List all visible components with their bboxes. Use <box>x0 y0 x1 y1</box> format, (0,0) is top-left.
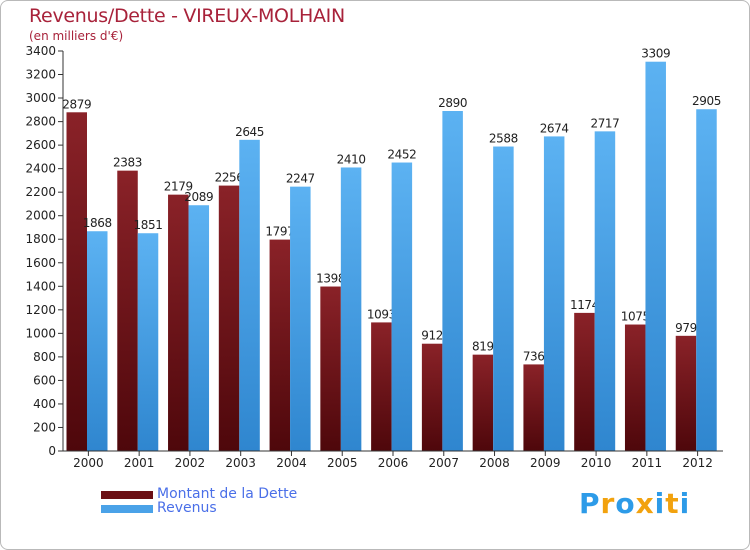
x-tick-label: 2012 <box>682 456 713 470</box>
x-tick-label: 2011 <box>632 456 663 470</box>
x-tick-label: 2001 <box>124 456 155 470</box>
value-label-revenus: 2410 <box>337 152 366 166</box>
bar-dette <box>320 286 341 451</box>
y-tick-label: 2400 <box>25 162 56 176</box>
bar-dette <box>269 239 291 451</box>
logo-letter: P <box>579 487 601 520</box>
x-tick-label: 2006 <box>378 456 409 470</box>
bar-dette <box>624 324 646 451</box>
bar-dette <box>371 322 392 451</box>
value-label-dette: 2383 <box>113 156 142 170</box>
bar-revenus <box>340 167 362 451</box>
proxiti-logo: Proxiti <box>579 487 690 520</box>
logo-letter: x <box>635 487 655 520</box>
y-tick-label: 2200 <box>25 185 56 199</box>
bar-revenus <box>290 186 311 451</box>
bar-dette <box>675 335 697 451</box>
y-tick-label: 3400 <box>25 44 56 58</box>
bar-dette <box>168 194 189 451</box>
value-label-revenus: 2452 <box>387 148 416 162</box>
bar-revenus <box>696 109 717 451</box>
value-label-dette: 819 <box>472 340 494 354</box>
chart-title: Revenus/Dette - VIREUX-MOLHAIN <box>29 5 345 27</box>
x-tick-label: 2002 <box>175 456 206 470</box>
value-label-dette: 2879 <box>62 97 91 111</box>
value-label-dette: 1075 <box>621 310 650 324</box>
logo-letter: i <box>679 487 691 520</box>
value-label-revenus: 2089 <box>184 190 213 204</box>
logo-letter: r <box>600 487 616 520</box>
value-label-dette: 2256 <box>215 171 244 185</box>
y-tick-label: 1000 <box>25 326 56 340</box>
chart-subtitle: (en milliers d'€) <box>29 29 124 43</box>
y-tick-label: 1800 <box>25 232 56 246</box>
bar-revenus <box>87 231 108 451</box>
value-label-dette: 912 <box>421 329 443 343</box>
bar-dette <box>574 312 595 451</box>
y-tick-label: 400 <box>33 397 56 411</box>
bar-revenus <box>493 146 514 451</box>
value-label-revenus: 2717 <box>590 116 619 130</box>
legend-swatch-dette <box>101 491 153 499</box>
value-label-revenus: 3309 <box>641 47 670 61</box>
bar-revenus <box>543 136 565 452</box>
y-tick-label: 3200 <box>25 68 56 82</box>
y-tick-label: 1600 <box>25 256 56 270</box>
y-tick-label: 0 <box>48 444 56 458</box>
y-tick-label: 1200 <box>25 303 56 317</box>
legend-label-revenus: Revenus <box>157 500 217 516</box>
bar-dette <box>421 343 443 451</box>
value-label-revenus: 2247 <box>286 172 315 186</box>
value-label-dette: 736 <box>523 349 545 363</box>
x-tick-label: 2007 <box>428 456 459 470</box>
logo-letter: o <box>615 487 636 520</box>
x-tick-label: 2000 <box>73 456 104 470</box>
bar-dette <box>523 364 544 451</box>
value-label-dette: 1093 <box>367 307 396 321</box>
x-tick-label: 2005 <box>327 456 358 470</box>
value-label-revenus: 2890 <box>438 96 467 110</box>
value-label-dette: 1797 <box>265 225 294 239</box>
value-label-dette: 1398 <box>316 272 345 286</box>
value-label-revenus: 1851 <box>134 218 163 232</box>
value-label-revenus: 2645 <box>235 125 264 139</box>
value-label-dette: 979 <box>675 321 697 335</box>
bar-dette <box>472 354 494 451</box>
y-tick-label: 2600 <box>25 138 56 152</box>
y-tick-label: 200 <box>33 420 56 434</box>
bar-dette <box>66 112 87 451</box>
legend-swatch-revenus <box>101 505 153 513</box>
x-tick-label: 2008 <box>479 456 510 470</box>
y-tick-label: 3000 <box>25 91 56 105</box>
bar-revenus <box>391 162 413 451</box>
y-tick-label: 800 <box>33 350 56 364</box>
bar-revenus <box>645 61 666 452</box>
bar-revenus <box>137 233 159 451</box>
bar-revenus <box>442 111 463 451</box>
bar-revenus <box>594 131 616 451</box>
x-tick-label: 2009 <box>530 456 561 470</box>
logo-letter: i <box>654 487 666 520</box>
value-label-revenus: 1868 <box>83 216 112 230</box>
value-label-revenus: 2588 <box>489 132 518 146</box>
value-label-revenus: 2905 <box>692 94 721 108</box>
y-tick-label: 2000 <box>25 209 56 223</box>
value-label-revenus: 2674 <box>540 121 569 135</box>
y-tick-label: 1400 <box>25 279 56 293</box>
x-tick-label: 2010 <box>581 456 612 470</box>
y-tick-label: 2800 <box>25 115 56 129</box>
bar-dette <box>218 185 240 451</box>
legend-label-dette: Montant de la Dette <box>157 486 298 502</box>
x-tick-label: 2003 <box>225 456 256 470</box>
value-label-dette: 1174 <box>570 298 599 312</box>
y-tick-label: 600 <box>33 373 56 387</box>
bar-revenus <box>239 139 260 451</box>
bar-dette <box>117 170 138 451</box>
value-label-dette: 2179 <box>164 180 193 194</box>
x-tick-label: 2004 <box>276 456 307 470</box>
bar-revenus <box>188 205 210 451</box>
logo-letter: t <box>665 487 680 520</box>
